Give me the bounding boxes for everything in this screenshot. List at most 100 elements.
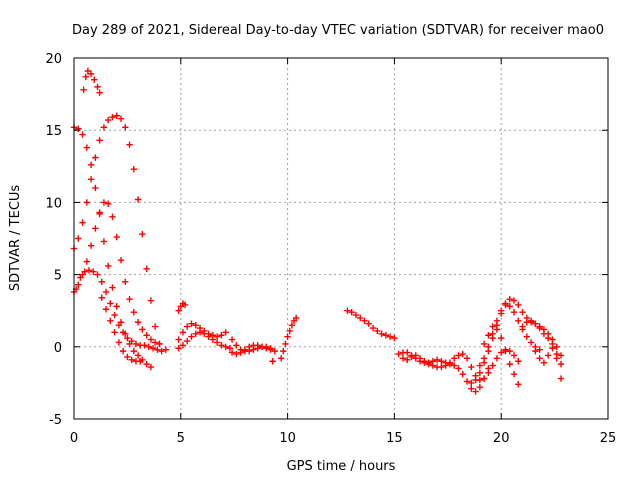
plot-frame <box>73 57 609 420</box>
series-arc-p <box>399 346 522 384</box>
data-point <box>107 300 114 307</box>
data-point <box>94 83 101 91</box>
data-point <box>429 362 437 369</box>
data-point <box>113 303 120 310</box>
data-point <box>489 334 496 342</box>
data-point <box>446 359 454 366</box>
series-arc-k <box>228 342 274 358</box>
x-axis-label: GPS time / hours <box>287 459 396 474</box>
data-point <box>154 346 161 353</box>
series-arc-b <box>70 124 155 371</box>
data-point <box>476 384 484 391</box>
data-point <box>145 343 152 350</box>
data-point <box>132 340 140 348</box>
series-arc-q <box>476 301 543 369</box>
data-point <box>124 353 131 361</box>
data-point <box>451 362 458 369</box>
data-point <box>233 342 240 349</box>
data-point <box>361 317 368 325</box>
data-point <box>489 323 496 330</box>
y-tick-label: 10 <box>45 196 62 211</box>
series-arc-n <box>344 307 398 342</box>
data-point <box>382 332 390 339</box>
x-tick-label: 10 <box>279 431 296 446</box>
data-point <box>137 358 144 365</box>
data-point <box>115 321 123 329</box>
data-point <box>107 317 114 325</box>
data-point <box>369 324 377 332</box>
data-point <box>536 324 543 332</box>
series-arc-t <box>519 317 565 368</box>
data-point <box>91 76 98 83</box>
data-point <box>280 347 287 355</box>
data-point <box>128 337 135 345</box>
data-point <box>245 343 253 350</box>
data-point <box>344 307 351 314</box>
data-point <box>468 363 475 371</box>
data-point <box>94 271 101 278</box>
data-point <box>192 330 199 338</box>
chart-title: Day 289 of 2021, Sidereal Day-to-day VTE… <box>72 23 604 38</box>
data-point <box>113 112 120 119</box>
data-point <box>480 375 488 382</box>
data-point <box>149 345 157 352</box>
data-point <box>122 124 129 131</box>
data-point <box>77 274 84 281</box>
data-point <box>130 165 138 173</box>
data-point <box>102 306 110 313</box>
data-point <box>459 350 466 358</box>
data-point <box>386 333 394 340</box>
data-point <box>134 319 142 326</box>
data-point <box>510 371 518 378</box>
series-arc-e <box>72 267 165 355</box>
data-point <box>109 114 116 121</box>
series-arc-a <box>80 67 103 96</box>
data-point <box>408 352 415 359</box>
data-point <box>485 347 492 355</box>
data-point <box>233 350 240 358</box>
data-point <box>527 317 535 325</box>
data-point <box>84 67 92 75</box>
y-tick-label: 0 <box>54 341 62 356</box>
series-arc-f <box>98 294 144 365</box>
x-tick-label: 25 <box>600 431 617 446</box>
data-point <box>130 308 138 316</box>
data-point <box>237 349 244 356</box>
data-point <box>404 349 411 356</box>
data-point <box>87 242 95 249</box>
data-point <box>218 342 225 349</box>
data-point <box>209 336 217 343</box>
data-point <box>75 125 82 132</box>
data-point <box>515 381 522 388</box>
data-point <box>498 349 505 356</box>
data-point <box>117 256 125 264</box>
data-point <box>201 330 208 338</box>
data-point <box>254 342 261 349</box>
data-point <box>188 333 195 340</box>
data-point <box>228 336 236 343</box>
data-point <box>506 360 513 368</box>
x-tick-label: 15 <box>386 431 403 446</box>
data-point <box>472 376 479 384</box>
data-point <box>82 73 89 80</box>
data-point <box>391 334 398 342</box>
data-point <box>80 86 87 93</box>
series-arc-d <box>70 199 170 353</box>
data-point <box>425 360 432 368</box>
data-point <box>463 378 471 385</box>
data-point <box>288 321 296 329</box>
data-point <box>87 161 95 169</box>
data-point <box>455 352 462 359</box>
data-point <box>156 340 163 348</box>
data-point <box>188 320 195 327</box>
data-point <box>222 329 229 336</box>
data-point <box>109 213 116 221</box>
data-point <box>213 333 221 340</box>
data-point <box>213 339 221 346</box>
series-arc-h <box>175 329 234 352</box>
data-point <box>162 346 170 353</box>
data-point <box>98 278 105 286</box>
data-point <box>90 268 97 275</box>
y-tick-label: -5 <box>49 413 62 428</box>
